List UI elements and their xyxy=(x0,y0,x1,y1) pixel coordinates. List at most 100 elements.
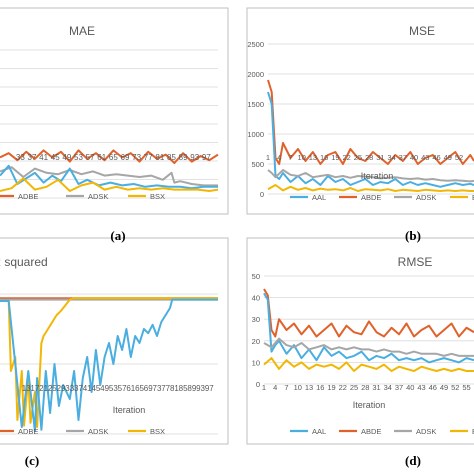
x-axis-label: Iteration xyxy=(353,400,386,410)
y-tick-label: 1500 xyxy=(247,100,264,109)
x-tick-label: 81 xyxy=(170,384,179,393)
legend-label: ABDE xyxy=(361,193,381,202)
x-tick-label: 49 xyxy=(62,153,71,162)
x-tick-label: 73 xyxy=(132,153,141,162)
y-tick-label: 0 xyxy=(256,380,260,389)
legend-label: BSX xyxy=(150,192,165,201)
x-tick-label: 49 xyxy=(444,153,452,162)
chart-title: R squared xyxy=(0,255,48,269)
y-tick-label: 500 xyxy=(251,160,264,169)
x-tick-label: 34 xyxy=(387,153,395,162)
x-tick-label: 69 xyxy=(144,384,153,393)
legend-label: ADBE xyxy=(18,192,38,201)
x-tick-label: 33 xyxy=(16,153,25,162)
x-tick-label: 46 xyxy=(432,153,440,162)
x-tick-label: 16 xyxy=(316,383,324,392)
x-tick-label: 89 xyxy=(179,153,188,162)
legend-label: ADSK xyxy=(416,193,436,202)
x-tick-label: 1 xyxy=(266,153,270,162)
x-tick-label: 16 xyxy=(320,153,328,162)
x-tick-label: 43 xyxy=(421,153,429,162)
y-tick-label: 50 xyxy=(252,272,260,281)
y-tick-label: 1000 xyxy=(247,130,264,139)
chart-panel-2: MSE 0 500 1000 1500 2000 2500 1 4 7 10 13 16 19 22 25 28… xyxy=(246,7,474,215)
legend-label: AAL xyxy=(312,427,326,436)
x-tick-label: 19 xyxy=(331,153,339,162)
series-line-adsk xyxy=(0,166,218,187)
x-tick-label: 61 xyxy=(126,384,135,393)
x-tick-label: 77 xyxy=(144,153,153,162)
series-line-bsx xyxy=(267,184,474,192)
x-tick-label: 1 xyxy=(262,383,266,392)
x-tick-label: 57 xyxy=(86,153,95,162)
chart-title: RMSE xyxy=(398,255,433,269)
x-tick-label: 40 xyxy=(406,383,414,392)
legend-label: BSX xyxy=(150,427,165,436)
x-tick-label: 37 xyxy=(399,153,407,162)
y-tick-label: 0 xyxy=(260,190,264,199)
x-tick-label: 73 xyxy=(153,384,162,393)
x-tick-label: 34 xyxy=(384,383,392,392)
chart-panel-3: R squared1317212529333741454953576165697… xyxy=(0,237,229,445)
legend-label: ADSK xyxy=(88,427,108,436)
x-axis-label: Iteration xyxy=(361,171,394,181)
chart-frame xyxy=(246,7,474,215)
x-tick-label: 25 xyxy=(48,384,57,393)
series-line-bsx xyxy=(0,177,219,192)
legend-label: ADSK xyxy=(88,192,108,201)
x-tick-label: 77 xyxy=(161,384,170,393)
x-tick-label: 93 xyxy=(190,153,199,162)
caption-b: (b) xyxy=(405,228,421,243)
x-tick-label: 25 xyxy=(354,153,362,162)
x-tick-label: 61 xyxy=(97,153,106,162)
x-tick-label: 49 xyxy=(100,384,109,393)
x-tick-label: 28 xyxy=(365,153,373,162)
x-tick-label: 49 xyxy=(440,383,448,392)
x-tick-label: 53 xyxy=(74,153,83,162)
legend-label: AAL xyxy=(312,193,326,202)
x-tick-label: 22 xyxy=(342,153,350,162)
x-tick-label: 31 xyxy=(372,383,380,392)
series-line-adbe xyxy=(0,149,219,164)
legend-label: ADSK xyxy=(416,427,436,436)
series-line-adsk xyxy=(267,169,474,183)
x-tick-label: 31 xyxy=(376,153,384,162)
x-tick-label: 13 xyxy=(305,383,313,392)
chart-title: MAE xyxy=(69,24,95,38)
x-tick-label: 13 xyxy=(22,384,31,393)
x-tick-label: 85 xyxy=(179,384,188,393)
chart-panel-1: MAE3337414549535761656973778185899397AAL… xyxy=(0,7,229,215)
x-tick-label: 7 xyxy=(284,383,288,392)
y-tick-label: 10 xyxy=(252,358,260,367)
y-tick-label: 2000 xyxy=(247,70,264,79)
x-tick-label: 46 xyxy=(429,383,437,392)
legend-label: ABDE xyxy=(361,427,381,436)
x-tick-label: 69 xyxy=(121,153,130,162)
x-tick-label: 41 xyxy=(83,384,92,393)
x-tick-label: 57 xyxy=(118,384,127,393)
legend-label: ADBE xyxy=(18,427,38,436)
x-tick-label: 53 xyxy=(109,384,118,393)
y-tick-label: 40 xyxy=(252,294,260,303)
series-line-aal xyxy=(267,91,474,188)
series-line-abde xyxy=(263,288,474,338)
x-tick-label: 45 xyxy=(51,153,60,162)
x-tick-label: 4 xyxy=(273,383,277,392)
series-line-adsk xyxy=(263,337,474,357)
x-tick-label: 29 xyxy=(57,384,66,393)
caption-d: (d) xyxy=(405,453,421,468)
x-tick-label: 22 xyxy=(339,383,347,392)
x-tick-label: 97 xyxy=(205,384,214,393)
series-line-bsx xyxy=(263,357,474,372)
x-tick-label: 65 xyxy=(109,153,118,162)
x-tick-label: 37 xyxy=(395,383,403,392)
x-tick-label: 97 xyxy=(202,153,211,162)
x-tick-label: 37 xyxy=(28,153,37,162)
x-tick-label: 17 xyxy=(30,384,39,393)
x-tick-label: 45 xyxy=(91,384,100,393)
x-tick-label: 7 xyxy=(288,153,292,162)
x-tick-label: 33 xyxy=(65,384,74,393)
x-tick-label: 41 xyxy=(39,153,48,162)
x-tick-label: 40 xyxy=(410,153,418,162)
